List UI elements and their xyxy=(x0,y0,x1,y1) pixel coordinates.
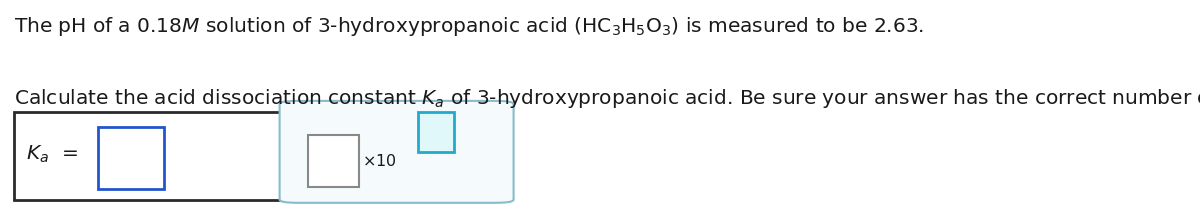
FancyBboxPatch shape xyxy=(418,112,454,152)
FancyBboxPatch shape xyxy=(98,127,164,189)
Text: $K_a$  =: $K_a$ = xyxy=(26,143,78,165)
Text: $\times$10: $\times$10 xyxy=(362,153,397,169)
FancyBboxPatch shape xyxy=(280,101,514,203)
FancyBboxPatch shape xyxy=(308,135,359,187)
Text: The pH of a 0.18$\mathit{M}$ solution of 3-hydroxypropanoic acid $\left(\mathrm{: The pH of a 0.18$\mathit{M}$ solution of… xyxy=(14,15,925,38)
FancyBboxPatch shape xyxy=(14,112,284,200)
Text: Calculate the acid dissociation constant $K_a$ of 3-hydroxypropanoic acid. Be su: Calculate the acid dissociation constant… xyxy=(14,87,1200,110)
